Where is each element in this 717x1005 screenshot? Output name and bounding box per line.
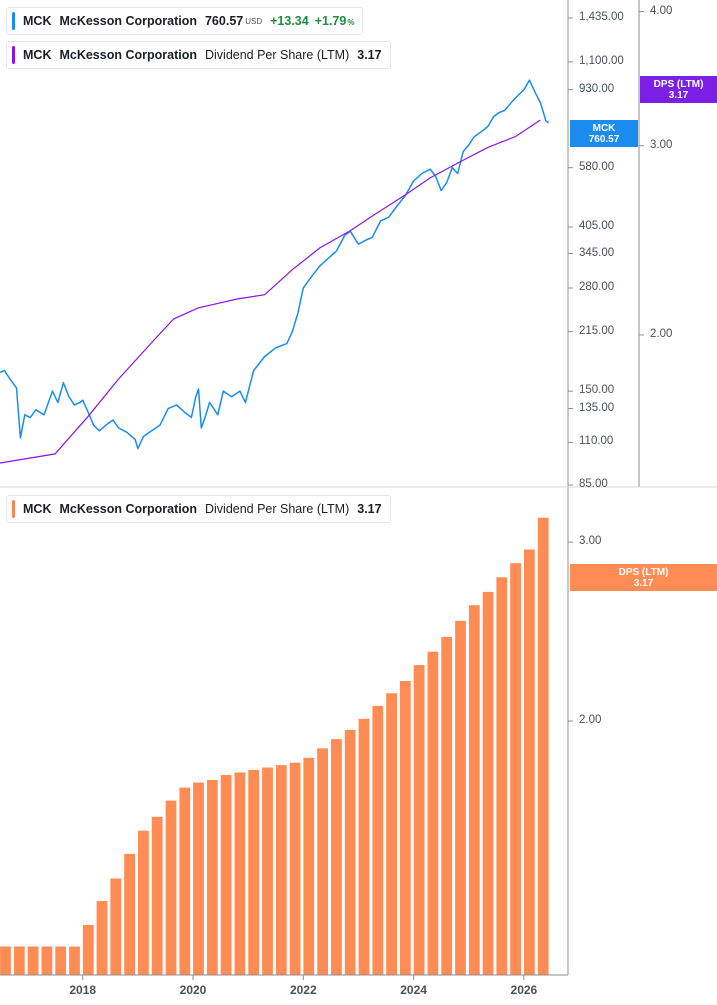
dps-bar [165, 800, 177, 975]
dps-bottom-legend-metric: Dividend Per Share (LTM) [204, 502, 350, 516]
dps-bar [13, 946, 25, 975]
time-axis-label: 2020 [179, 983, 207, 997]
time-axis-label: 2022 [289, 983, 317, 997]
price-axis-label: 150.00 [579, 384, 615, 397]
dps-bottom-legend-ticker: MCK [23, 502, 52, 516]
dps-bar-tag-label: DPS (LTM) [618, 566, 669, 578]
price-last-value-tag: MCK 760.57 [570, 120, 638, 147]
price-axis-label: 345.00 [579, 246, 615, 259]
dps-bar [55, 946, 67, 975]
dps-bar [358, 718, 370, 975]
price-axis-label: 930.00 [579, 82, 615, 95]
dps-legend-bottom[interactable]: MCK McKesson Corporation Dividend Per Sh… [6, 495, 391, 523]
price-legend-value: 760.57 [204, 14, 244, 28]
dps-bar [151, 816, 163, 975]
dps-bar [275, 765, 287, 975]
dps-bar-tag-value: 3.17 [633, 577, 654, 589]
dps-bar [496, 577, 508, 975]
dps-bar [179, 787, 191, 975]
dps-bar [220, 775, 232, 975]
dps-bar [248, 770, 260, 975]
dps-bar [441, 636, 453, 975]
dps-bar [427, 651, 439, 975]
dps-bottom-legend-name: McKesson Corporation [59, 502, 197, 516]
dps-series-line [0, 119, 541, 464]
price-legend-change-pct: +1.79% [314, 14, 355, 28]
dps-axis-label: 4.00 [650, 4, 673, 17]
dps-bar [399, 681, 411, 975]
dps-bar [234, 772, 246, 975]
dps-bar [69, 946, 80, 975]
price-axis-label: 580.00 [579, 160, 615, 173]
dps-bars-layer [0, 517, 549, 975]
dps-bar [386, 693, 397, 975]
price-legend-change: +13.34 [270, 14, 309, 28]
dps-bar [537, 517, 549, 975]
time-axis-label: 2024 [400, 983, 427, 997]
dps-bar [110, 878, 122, 975]
dps-bar [27, 946, 39, 975]
dps-legend-value: 3.17 [357, 48, 382, 62]
dps-bar [41, 946, 53, 975]
price-tag-value: 760.57 [588, 133, 620, 145]
dps-legend-top[interactable]: MCK McKesson Corporation Dividend Per Sh… [6, 41, 391, 69]
dps-legend-metric: Dividend Per Share (LTM) [204, 48, 350, 62]
dps-legend-name: McKesson Corporation [59, 48, 197, 62]
price-color-swatch [12, 12, 15, 30]
price-legend-name: McKesson Corporation [59, 14, 197, 28]
dps-line-layer [0, 119, 541, 464]
dps-bar [262, 767, 273, 975]
dps-bar-axis-label: 2.00 [579, 714, 602, 727]
dps-axis-label: 3.00 [650, 138, 673, 151]
dps-bar [524, 549, 535, 975]
price-axis-label: 85.00 [579, 478, 608, 490]
dps-bar-last-value-tag: DPS (LTM) 3.17 [570, 564, 717, 591]
dps-bar [124, 853, 135, 975]
price-legend-currency: USD [245, 16, 263, 26]
dps-bar [372, 705, 384, 975]
price-tag-label: MCK [592, 122, 616, 134]
dps-legend-ticker: MCK [23, 48, 52, 62]
price-series-line [0, 79, 550, 450]
price-axis-label: 135.00 [579, 401, 615, 414]
dps-bar [138, 830, 149, 975]
time-axis-label: 2026 [510, 983, 538, 997]
axes-layer [0, 0, 717, 980]
dps-bar [455, 620, 466, 975]
price-axis-label: 110.00 [579, 435, 614, 448]
dps-bar [0, 946, 11, 975]
dps-bar [82, 925, 94, 975]
dps-color-swatch [12, 46, 15, 64]
time-axis-label: 2018 [69, 983, 97, 997]
dps-bar [96, 901, 108, 975]
price-axis-label: 215.00 [579, 324, 615, 337]
price-legend[interactable]: MCK McKesson Corporation 760.57 USD +13.… [6, 7, 364, 35]
price-axis-label: 1,100.00 [579, 54, 624, 67]
dps-bar-color-swatch [12, 500, 15, 518]
dps-bar [413, 665, 425, 975]
dps-axis-label: 2.00 [650, 327, 673, 340]
dps-bottom-legend-value: 3.17 [357, 502, 382, 516]
price-axis-label: 405.00 [579, 220, 615, 233]
dps-bar [303, 757, 315, 975]
dps-last-value-tag: DPS (LTM) 3.17 [640, 76, 717, 103]
dps-bar-axis-label: 3.00 [579, 535, 602, 548]
dps-bar [344, 730, 356, 975]
dps-bar [482, 591, 494, 975]
dps-tag-label: DPS (LTM) [653, 78, 704, 90]
dps-bar [468, 605, 480, 975]
dps-bar [289, 762, 301, 975]
price-axis-label: 1,435.00 [579, 10, 624, 23]
dps-bar [510, 563, 521, 975]
price-legend-ticker: MCK [23, 14, 52, 28]
dps-bar [206, 780, 218, 975]
dps-bar [317, 748, 328, 975]
dps-bar [331, 739, 342, 975]
price-axis-label: 280.00 [579, 281, 615, 293]
dps-bar [193, 782, 204, 975]
price-line-layer [0, 79, 550, 450]
dps-tag-value: 3.17 [668, 89, 689, 101]
